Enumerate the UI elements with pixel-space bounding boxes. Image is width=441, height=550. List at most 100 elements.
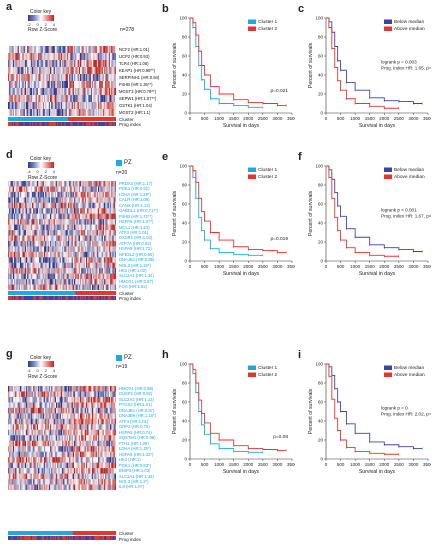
heatmap-cell xyxy=(71,246,74,253)
heatmap-cell xyxy=(60,413,63,420)
heatmap-cell xyxy=(27,235,29,242)
prog-index-bar-cell xyxy=(53,296,56,300)
heatmap-cell xyxy=(42,435,45,442)
heatmap-cell xyxy=(92,181,94,187)
heatmap-cell xyxy=(83,257,86,264)
prog-index-bar-cell xyxy=(41,536,44,540)
cluster-bar-cell xyxy=(114,117,116,121)
heatmap-cell xyxy=(65,191,68,198)
heatmap-cell xyxy=(104,391,106,398)
heatmap-cell xyxy=(77,418,80,425)
heatmap-cell xyxy=(10,197,12,204)
heatmap-cell xyxy=(81,246,83,253)
heatmap-cell xyxy=(99,46,101,54)
prog-index-bar-cell xyxy=(110,122,112,126)
heatmap-cell xyxy=(23,74,26,82)
heatmap-cell xyxy=(76,88,78,96)
heatmap-cell xyxy=(15,462,17,469)
heatmap-cell xyxy=(58,402,60,409)
heatmap-cell xyxy=(28,186,30,193)
heatmap-cell xyxy=(39,429,41,436)
heatmap-cell xyxy=(90,484,93,490)
heatmap-cell xyxy=(32,440,34,447)
heatmap-cell xyxy=(78,413,81,420)
heatmap-cell xyxy=(98,424,100,431)
heatmap-cell xyxy=(41,473,44,480)
heatmap-cell xyxy=(57,53,59,61)
heatmap-cell xyxy=(75,468,77,474)
heatmap-cell xyxy=(70,67,72,75)
heatmap-cell xyxy=(41,273,44,280)
heatmap-cell xyxy=(113,109,116,116)
cluster-bar-cell xyxy=(100,117,102,121)
heatmap-cell xyxy=(23,402,26,409)
heatmap-cell xyxy=(32,81,34,89)
heatmap-cell xyxy=(112,202,114,209)
heatmap-cell xyxy=(104,230,106,236)
heatmap-cell xyxy=(11,219,14,225)
heatmap-cell xyxy=(18,186,21,193)
heatmap-cell xyxy=(20,251,22,258)
heatmap-cell xyxy=(9,446,11,452)
heatmap-cell xyxy=(44,53,46,61)
heatmap-cell xyxy=(29,181,32,187)
heatmap-cell xyxy=(96,468,99,474)
cluster-bar-cell xyxy=(26,117,28,121)
heatmap-cell xyxy=(105,402,107,409)
heatmap-cell xyxy=(30,462,33,469)
heatmap-cell xyxy=(72,230,75,236)
heatmap-cell xyxy=(56,424,58,431)
heatmap-cell xyxy=(93,268,95,274)
heatmap-cell xyxy=(27,402,29,409)
heatmap-cell xyxy=(50,413,52,420)
heatmap-cell xyxy=(105,413,107,420)
heatmap-cell xyxy=(8,230,10,236)
heatmap-cell xyxy=(64,81,66,89)
heatmap-cell xyxy=(35,240,38,247)
heatmap-cell xyxy=(22,191,24,198)
heatmap-cell xyxy=(102,53,105,61)
heatmap-cell xyxy=(39,202,41,209)
heatmap-cell xyxy=(60,102,63,110)
heatmap-cell xyxy=(78,273,81,280)
heatmap-cell xyxy=(72,462,75,469)
gene-label: MGST3 (HR:0.79**) xyxy=(119,89,156,94)
heatmap-cell xyxy=(47,186,50,193)
heatmap-cell xyxy=(96,219,99,225)
heatmap-cell xyxy=(88,462,90,469)
heatmap-cell xyxy=(74,391,76,398)
heatmap-cell xyxy=(60,407,63,414)
heatmap-cell xyxy=(60,451,63,458)
heatmap-cell xyxy=(12,181,15,187)
heatmap-cell xyxy=(82,213,84,220)
heatmap-cell xyxy=(69,240,71,247)
heatmap-cell xyxy=(16,88,18,96)
heatmap-cell xyxy=(57,67,59,75)
heatmap-cell xyxy=(78,479,81,485)
heatmap-cell xyxy=(58,53,60,61)
heatmap-cell xyxy=(71,440,74,447)
heatmap-cell xyxy=(70,451,72,458)
heatmap-cell xyxy=(26,60,28,68)
heatmap-cell xyxy=(69,418,71,425)
heatmap-cell xyxy=(82,246,84,253)
heatmap-cell xyxy=(106,484,108,490)
cluster-bar-cell xyxy=(104,291,106,295)
heatmap-cell xyxy=(69,468,71,474)
cluster-bar-cell xyxy=(42,117,45,121)
heatmap-cell xyxy=(20,219,22,225)
heatmap-cell xyxy=(100,53,102,61)
heatmap-cell xyxy=(10,457,12,463)
heatmap-cell xyxy=(44,81,46,89)
heatmap-cell xyxy=(95,273,98,280)
heatmap-cell xyxy=(39,251,41,258)
heatmap-cell xyxy=(63,251,65,258)
heatmap-cell xyxy=(70,257,72,264)
heatmap-cell xyxy=(94,424,96,431)
prog-index-bar-cell xyxy=(33,122,35,126)
heatmap-cell xyxy=(47,246,50,253)
heatmap-cell xyxy=(41,451,44,458)
heatmap-cell xyxy=(10,88,12,96)
heatmap-cell xyxy=(100,208,102,214)
heatmap-cell xyxy=(50,391,52,398)
